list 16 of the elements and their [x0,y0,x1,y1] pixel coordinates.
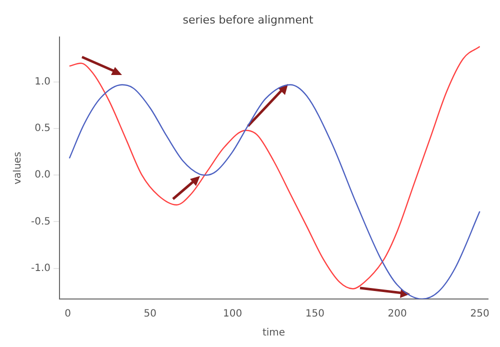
line-series [68,84,480,299]
x-tick-label: 0 [64,308,71,320]
x-tick-label: 250 [470,308,490,320]
y-tick-label: -1.0 [30,262,51,274]
x-tick-label: 200 [388,308,407,320]
y-axis-title: values [12,152,24,184]
y-tick-label: 0.0 [34,170,51,181]
chart-title: series before alignment [182,13,314,26]
x-axis-title: time [262,328,286,339]
y-tick-label: 0.5 [34,123,51,134]
x-tick-label: 50 [144,308,157,320]
y-tick-label: -0.5 [30,216,51,228]
x-tick-label: 100 [223,308,242,320]
x-tick-label: 150 [305,308,325,320]
y-tick-label: 1.0 [34,76,51,88]
line-series [68,46,480,290]
